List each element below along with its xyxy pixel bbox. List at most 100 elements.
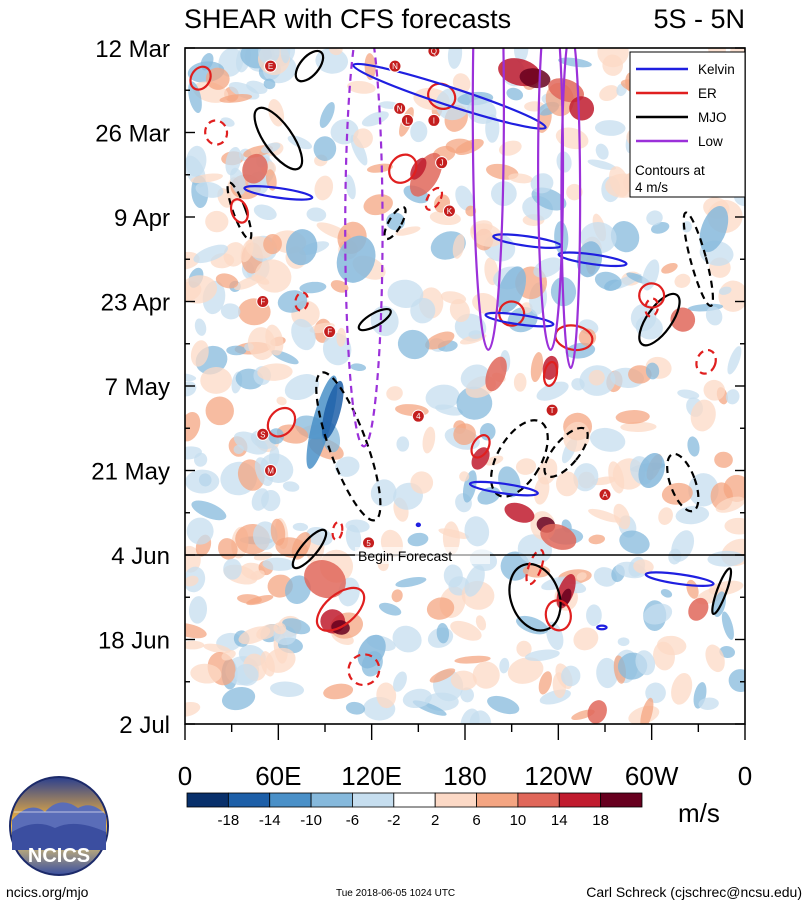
axis-ticks	[184, 47, 746, 740]
shading-blob	[566, 183, 583, 201]
cyclone-marker: T	[545, 403, 559, 417]
cyclone-marker: F	[323, 325, 337, 339]
shading-blob	[319, 102, 335, 128]
cyclone-label: M	[267, 467, 274, 476]
shading-blob	[386, 212, 406, 231]
shading-blob	[513, 372, 527, 392]
er-contour	[331, 520, 344, 541]
shading-blob	[447, 48, 463, 69]
shading-blob	[638, 452, 665, 489]
y-tick-label: 21 May	[91, 459, 170, 486]
legend-label-low: Low	[698, 134, 723, 149]
shading-blob	[610, 221, 640, 253]
shading-blob	[257, 363, 293, 381]
cyclone-marker: F	[256, 295, 270, 308]
shading-blob	[499, 657, 510, 674]
shading-blob	[668, 548, 682, 565]
shading-blob	[282, 618, 311, 635]
y-tick-label: 2 Jul	[119, 712, 170, 739]
cyclone-label: S	[260, 430, 265, 439]
kelvin-contour	[415, 522, 421, 528]
shading-blob	[284, 374, 320, 401]
shading-blob	[185, 575, 199, 587]
er-contour	[525, 548, 545, 586]
x-tick-label: 120W	[524, 761, 592, 791]
mjo-contour	[357, 307, 392, 332]
kelvin-contour	[243, 185, 314, 201]
shading-blob	[391, 589, 403, 603]
cyclone-label: N	[397, 104, 403, 113]
shading-blob	[321, 380, 344, 440]
shading-blob	[225, 146, 242, 176]
shading-blob	[254, 259, 292, 293]
shading-blob	[256, 624, 278, 640]
kelvin-contour	[596, 624, 608, 631]
shading-blob	[282, 481, 300, 492]
kelvin-contour	[352, 62, 547, 130]
legend-note-line2: 4 m/s	[635, 180, 668, 195]
shading-blob	[677, 389, 700, 399]
shading-blob	[460, 687, 474, 703]
shading-blob	[613, 503, 631, 530]
shading-blob	[705, 644, 725, 673]
shading-blob	[472, 661, 500, 689]
colorbar-label: -18	[218, 812, 240, 829]
shading-blob	[314, 175, 334, 201]
shading-blob	[251, 488, 270, 511]
shading-blob	[475, 615, 487, 631]
x-tick-label: 60W	[625, 761, 679, 791]
shading-blob	[515, 458, 537, 475]
shading-blob	[435, 404, 463, 416]
shading-blob	[674, 273, 691, 288]
cyclone-label: A	[602, 491, 608, 500]
shading-blob	[200, 366, 233, 394]
shading-blob	[350, 363, 367, 372]
shading-blob	[193, 244, 229, 264]
shading-blob	[425, 384, 460, 410]
cyclone-label: T	[550, 406, 555, 415]
shading-blob	[633, 559, 654, 574]
cyclone-label: 4	[416, 412, 421, 421]
low-contour	[560, 48, 582, 369]
colorbar-label: 10	[510, 812, 527, 829]
shading-blob	[185, 275, 218, 304]
shading-blob	[468, 330, 483, 339]
footer-timestamp: Tue 2018-06-05 1024 UTC	[336, 888, 455, 899]
shading-blob	[516, 640, 532, 657]
footer-website: ncics.org/mjo	[6, 884, 89, 900]
shading-blob	[395, 226, 421, 236]
shading-blob	[721, 611, 734, 640]
shading-blob	[454, 655, 491, 664]
shading-blob	[453, 423, 476, 445]
er-contour	[544, 599, 572, 632]
shading-blob	[455, 185, 474, 211]
er-contour	[644, 297, 660, 318]
shading-blob	[538, 671, 552, 695]
x-tick-labels: 0 60E 120E 180 120W 60W 0	[178, 761, 752, 791]
shading-blob	[536, 381, 569, 401]
shading-blob	[530, 352, 544, 383]
shading-blob	[699, 205, 729, 253]
colorbar-swatch	[186, 792, 229, 808]
cyclone-label: N	[392, 62, 398, 71]
shading-blob	[363, 194, 393, 216]
shading-blob	[698, 697, 719, 710]
shading-blob	[336, 327, 346, 347]
shading-blob	[571, 378, 585, 391]
shading-blob	[276, 424, 309, 444]
shading-blob	[619, 530, 650, 554]
shading-blob	[396, 436, 410, 452]
shading-blob	[548, 78, 585, 103]
legend-note-line1: Contours at	[635, 163, 705, 178]
shading-blob	[205, 210, 229, 233]
shading-blob	[265, 324, 284, 356]
shading-blob	[185, 469, 220, 494]
er-contour	[638, 282, 666, 309]
shading-blob	[242, 153, 268, 184]
shading-blob	[561, 665, 581, 687]
shading-blob	[230, 167, 246, 195]
shading-blob	[587, 700, 607, 724]
colorbar-swatch	[558, 792, 602, 808]
cyclone-label: 5	[366, 539, 371, 548]
shading-blob	[540, 523, 577, 550]
